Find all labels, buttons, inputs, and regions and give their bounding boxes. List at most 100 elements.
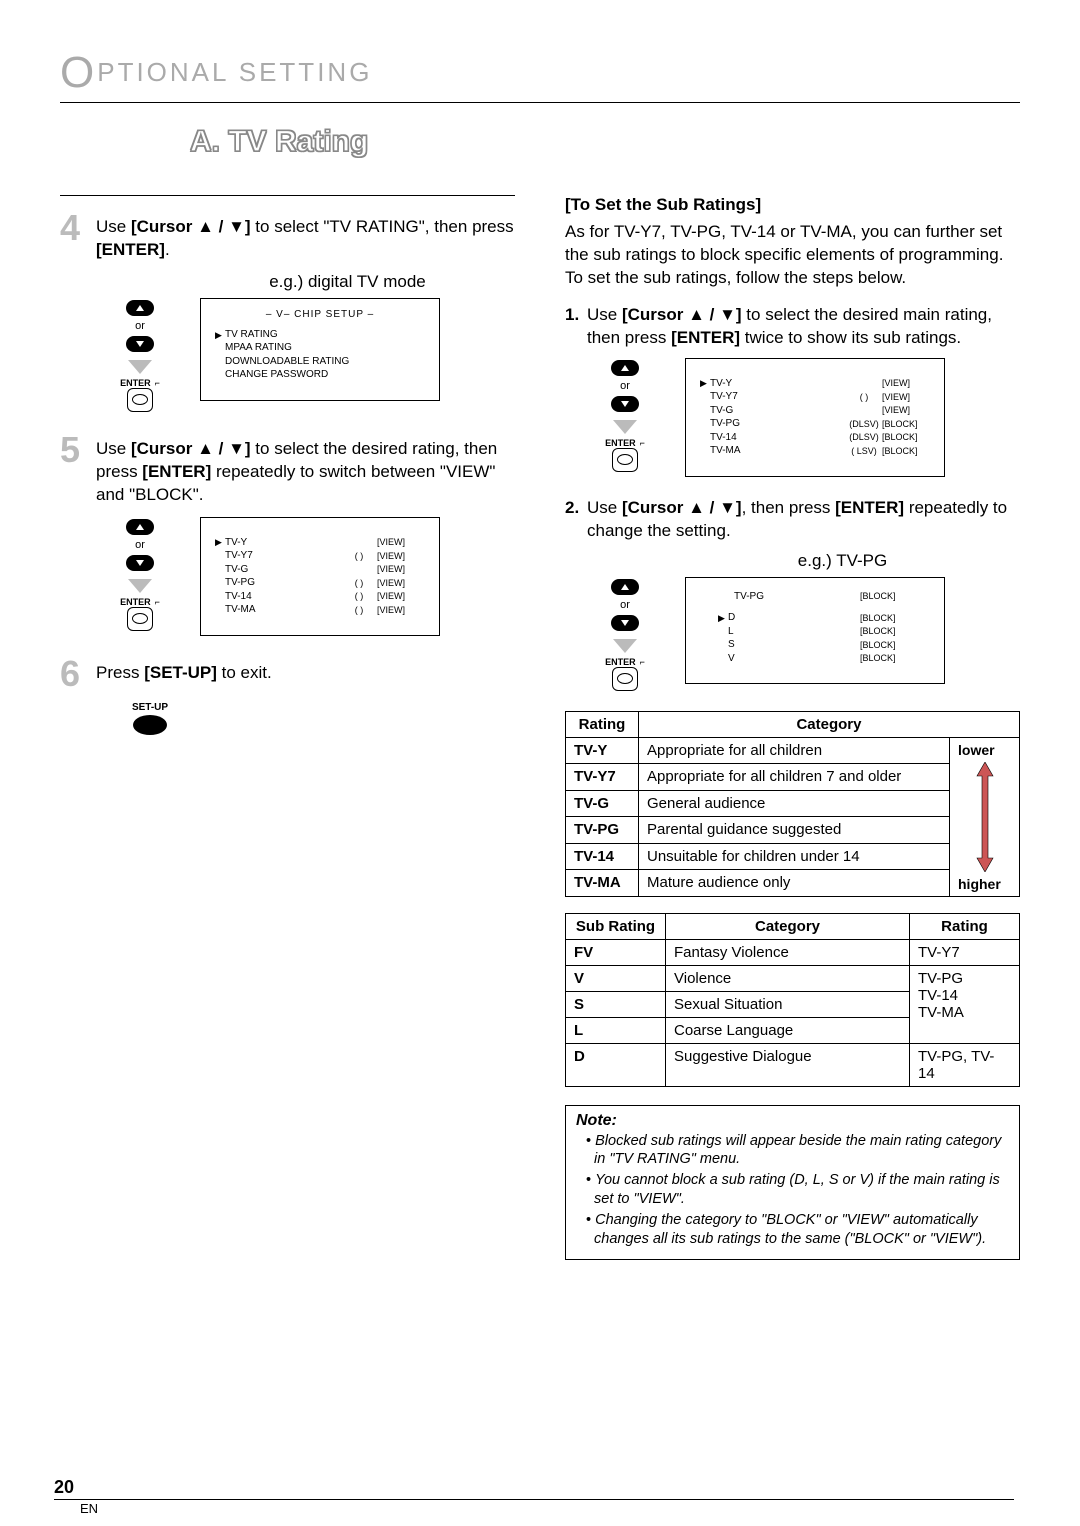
- t: to select "TV RATING", then press: [251, 217, 514, 236]
- t: [Cursor ▲ / ▼]: [622, 498, 742, 517]
- screen-row: TV-G[VIEW]: [700, 404, 930, 418]
- c: S: [574, 996, 584, 1013]
- enter-label: ENTER: [605, 657, 636, 667]
- t: Press: [96, 663, 144, 682]
- n1: 1.: [565, 304, 587, 350]
- cursor-up-icon: [126, 300, 154, 316]
- screen-row: ▶TV RATING: [215, 328, 425, 342]
- note-box: Note: Blocked sub ratings will appear be…: [565, 1105, 1020, 1260]
- t: , then press: [742, 498, 836, 517]
- enter-button-icon: [127, 607, 153, 631]
- cursor-down-icon: [126, 555, 154, 571]
- cursor-down-icon: [611, 396, 639, 412]
- enter-label: ENTER: [120, 597, 151, 607]
- or-text: or: [620, 599, 630, 611]
- cursor-down-icon: [126, 336, 154, 352]
- remote-2: or ENTER ⌐: [100, 517, 180, 631]
- c: TV-Y: [574, 742, 607, 759]
- c: Appropriate for all children 7 and older: [638, 764, 949, 791]
- note-item: You cannot block a sub rating (D, L, S o…: [586, 1171, 1009, 1209]
- sub-rating-table: Sub Rating Category Rating FVFantasy Vio…: [565, 913, 1020, 1087]
- lower-label: lower: [958, 742, 1011, 758]
- screen-sub-ratings: TV-PG[BLOCK]▶D[BLOCK]L[BLOCK]S[BLOCK]V[B…: [685, 577, 945, 685]
- note-title: Note:: [576, 1112, 1009, 1130]
- note-list: Blocked sub ratings will appear beside t…: [576, 1132, 1009, 1249]
- c: D: [574, 1048, 585, 1065]
- enter-row: ENTER ⌐: [605, 438, 645, 448]
- step4-number: 4: [60, 210, 90, 246]
- screen-row: TV-14(DLSV)[BLOCK]: [700, 431, 930, 445]
- or-text: or: [135, 539, 145, 551]
- screen-row: TV-PG[BLOCK]: [700, 590, 930, 604]
- left-column: 4 Use [Cursor ▲ / ▼] to select "TV RATIN…: [60, 195, 515, 1260]
- flow-arrow-icon: [613, 639, 637, 653]
- page-number: 20: [54, 1477, 1014, 1500]
- setup-button-wrap: SET-UP: [120, 702, 180, 735]
- t: twice to show its sub ratings.: [740, 328, 961, 347]
- c: Parental guidance suggested: [638, 817, 949, 844]
- c: FV: [574, 944, 593, 961]
- section-title: A. TV Rating: [190, 125, 368, 158]
- c: Unsuitable for children under 14: [638, 843, 949, 870]
- arrow-cell: lower higher: [950, 737, 1020, 896]
- chapter-header: OPTIONAL SETTING: [60, 48, 1020, 103]
- screen-row: TV-Y7( )[VIEW]: [700, 390, 930, 404]
- screen-row: ▶TV-Y[VIEW]: [215, 536, 425, 550]
- table-row: VViolenceTV-PG TV-14 TV-MA: [566, 965, 1020, 991]
- t1: Use [Cursor ▲ / ▼] to select the desired…: [587, 304, 1020, 350]
- c: L: [574, 1022, 583, 1039]
- c: Fantasy Violence: [666, 939, 910, 965]
- screen-row: TV-14( )[VIEW]: [215, 590, 425, 604]
- step-4: 4 Use [Cursor ▲ / ▼] to select "TV RATIN…: [60, 210, 515, 262]
- enter-row: ENTER ⌐: [120, 597, 160, 607]
- th-rating: Rating: [566, 711, 639, 737]
- step4-text: Use [Cursor ▲ / ▼] to select "TV RATING"…: [96, 210, 515, 262]
- remote-screen-2: or ENTER ⌐ ▶TV-Y[VIEW]TV-Y7( )[VIEW]TV-G…: [100, 517, 515, 636]
- c: V: [574, 970, 584, 987]
- c: TV-Y7: [574, 768, 616, 785]
- c: Mature audience only: [638, 870, 949, 897]
- higher-label: higher: [958, 876, 1011, 892]
- t: [ENTER]: [96, 240, 165, 259]
- screen-vchip: – V– CHIP SETUP – ▶TV RATINGMPAA RATINGD…: [200, 298, 440, 401]
- c: TV-G: [574, 795, 609, 812]
- note-item: Blocked sub ratings will appear beside t…: [586, 1132, 1009, 1170]
- screen-row: DOWNLOADABLE RATING: [215, 355, 425, 369]
- remote-screen-4: or ENTER ⌐ TV-PG[BLOCK]▶D[BLOCK]L[BLOCK]…: [585, 577, 1020, 691]
- t: [ENTER]: [142, 462, 211, 481]
- t: [Cursor ▲ / ▼]: [131, 217, 251, 236]
- drop-cap-o: O: [60, 48, 97, 97]
- t: Use: [587, 305, 622, 324]
- c: TV-PG: [574, 821, 619, 838]
- t: [ENTER]: [835, 498, 904, 517]
- th-category: Category: [638, 711, 1019, 737]
- screen1-title: – V– CHIP SETUP –: [215, 309, 425, 320]
- flow-arrow-icon: [613, 420, 637, 434]
- flow-arrow-icon: [128, 360, 152, 374]
- c: TV-PG, TV-14: [910, 1043, 1020, 1086]
- table-header-row: Rating Category: [566, 711, 1020, 737]
- screen-ratings: ▶TV-Y[VIEW]TV-Y7( )[VIEW]TV-G[VIEW]TV-PG…: [200, 517, 440, 636]
- gradient-arrow-icon: [975, 762, 995, 872]
- screen-row: L[BLOCK]: [700, 625, 930, 639]
- t: [Cursor ▲ / ▼]: [622, 305, 742, 324]
- rating-table: Rating Category TV-Y Appropriate for all …: [565, 711, 1020, 897]
- setup-label: SET-UP: [120, 702, 180, 713]
- section-heading: A. TV Rating: [190, 125, 1020, 159]
- enter-label: ENTER: [120, 378, 151, 388]
- screen-row: ▶TV-Y[VIEW]: [700, 377, 930, 391]
- remote-screen-3: or ENTER ⌐ ▶TV-Y[VIEW]TV-Y7( )[VIEW]TV-G…: [585, 358, 1020, 477]
- cursor-down-icon: [611, 615, 639, 631]
- screen-row: CHANGE PASSWORD: [215, 368, 425, 382]
- th: Rating: [910, 913, 1020, 939]
- screen-row: TV-MA( )[VIEW]: [215, 603, 425, 617]
- header-text: PTIONAL SETTING: [97, 57, 372, 87]
- remote-4: or ENTER ⌐: [585, 577, 665, 691]
- enter-button-icon: [612, 667, 638, 691]
- c: Violence: [666, 965, 910, 991]
- or-text: or: [135, 320, 145, 332]
- c: Suggestive Dialogue: [666, 1043, 910, 1086]
- screen-row: TV-PG(DLSV)[BLOCK]: [700, 417, 930, 431]
- or-text: or: [620, 380, 630, 392]
- right-column: [To Set the Sub Ratings] As for TV-Y7, T…: [565, 195, 1020, 1260]
